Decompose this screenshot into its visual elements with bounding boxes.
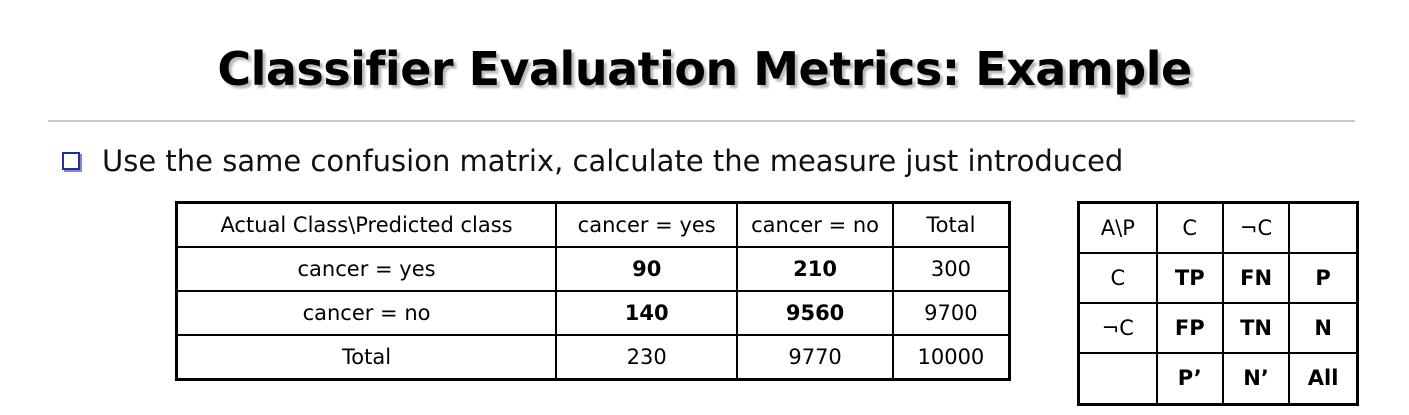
table-header-row: Actual Class\Predicted class cancer = ye… — [175, 201, 1011, 248]
empty-cell — [1077, 351, 1158, 406]
value-cell: 90 — [555, 246, 739, 292]
value-cell: 140 — [555, 290, 739, 336]
value-cell: N — [1288, 301, 1359, 354]
bullet-item: Use the same confusion matrix, calculate… — [62, 139, 1123, 183]
value-cell: N’ — [1221, 351, 1291, 406]
table-row: Total 230 9770 10000 — [175, 334, 1011, 381]
table-row: A\P C ¬C — [1077, 201, 1359, 254]
header-cell: cancer = yes — [555, 201, 739, 248]
value-cell: FN — [1221, 251, 1291, 304]
empty-cell — [1288, 201, 1359, 254]
page-title: Classifier Evaluation Metrics: Example — [217, 42, 1192, 96]
table-row: cancer = no 140 9560 9700 — [175, 290, 1011, 336]
total-cell: 9770 — [736, 334, 894, 381]
header-cell: Total — [891, 201, 1011, 248]
reference-matrix-table: A\P C ¬C C TP FN P ¬C FP TN N P’ N’ All — [1077, 201, 1359, 406]
row-label-cell: ¬C — [1077, 301, 1158, 354]
header-cell: cancer = no — [736, 201, 894, 248]
total-cell: 230 — [555, 334, 739, 381]
table-row: C TP FN P — [1077, 251, 1359, 304]
header-cell: A\P — [1077, 201, 1158, 254]
row-label-cell: cancer = no — [175, 290, 558, 336]
total-cell: 300 — [891, 246, 1011, 292]
table-row: ¬C FP TN N — [1077, 301, 1359, 354]
value-cell: 210 — [736, 246, 894, 292]
row-label-cell: cancer = yes — [175, 246, 558, 292]
row-label-cell: Total — [175, 334, 558, 381]
table-row: P’ N’ All — [1077, 351, 1359, 406]
value-cell: P’ — [1155, 351, 1224, 406]
value-cell: FP — [1155, 301, 1224, 354]
bullet-text: Use the same confusion matrix, calculate… — [102, 144, 1124, 178]
header-cell: Actual Class\Predicted class — [175, 201, 558, 248]
table-row: cancer = yes 90 210 300 — [175, 246, 1011, 292]
total-cell: 9700 — [891, 290, 1011, 336]
value-cell: 9560 — [736, 290, 894, 336]
header-cell: ¬C — [1221, 201, 1291, 254]
row-label-cell: C — [1077, 251, 1158, 304]
value-cell: All — [1288, 351, 1359, 406]
value-cell: TN — [1221, 301, 1291, 354]
header-cell: C — [1155, 201, 1224, 254]
value-cell: P — [1288, 251, 1359, 304]
title-divider — [48, 120, 1355, 122]
confusion-matrix-table: Actual Class\Predicted class cancer = ye… — [175, 201, 1011, 381]
checkbox-bullet-icon — [62, 152, 80, 170]
total-cell: 10000 — [891, 334, 1011, 381]
value-cell: TP — [1155, 251, 1224, 304]
